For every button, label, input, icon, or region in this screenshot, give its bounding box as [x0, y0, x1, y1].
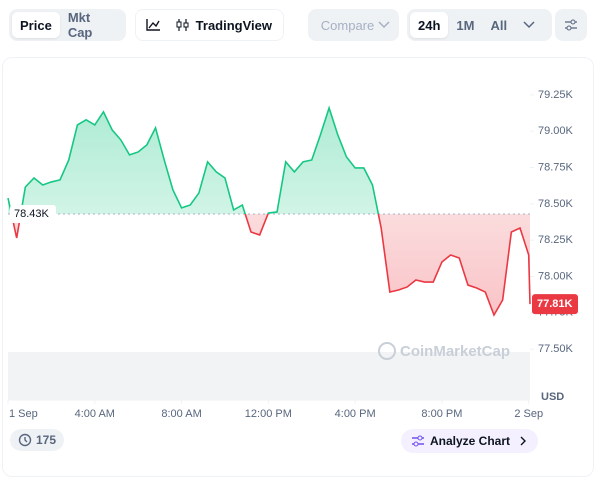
range-more[interactable]: [515, 12, 543, 38]
y-tick-label: 78.25K: [538, 234, 574, 246]
line-chart-button[interactable]: [139, 12, 167, 38]
mkt-cap-tab[interactable]: Mkt Cap: [67, 10, 93, 40]
y-tick-label: 78.50K: [538, 198, 574, 210]
x-tick-label: 1 Sep: [9, 408, 38, 420]
price-line-down: [10, 214, 531, 317]
compare-button[interactable]: Compare: [308, 9, 399, 41]
last-price-label: 77.81K: [537, 298, 573, 310]
tradingview-button[interactable]: TradingView: [167, 12, 280, 38]
y-tick-label: 78.75K: [538, 161, 574, 173]
price-line-up: [7, 105, 380, 215]
last-price-box: [532, 294, 578, 315]
watermark-text: CoinMarketCap: [400, 343, 510, 360]
history-icon: [18, 433, 32, 447]
analyze-icon: [412, 435, 424, 447]
comments-badge[interactable]: 175: [10, 429, 65, 451]
chart: CoinMarketCap 77.50K77.75K78.00K78.25K78…: [7, 89, 578, 420]
area-up: [8, 107, 530, 215]
x-tick-label: 4:00 PM: [335, 408, 376, 420]
x-tick-label: 4:00 AM: [75, 408, 115, 420]
x-tick-label: 8:00 AM: [161, 408, 201, 420]
range-24h[interactable]: 24h: [410, 12, 449, 38]
watermark: CoinMarketCap: [378, 342, 510, 360]
range-all[interactable]: All: [490, 17, 508, 33]
range-1m[interactable]: 1M: [456, 17, 475, 33]
compare-label: Compare: [320, 17, 375, 33]
y-tick-label: 78.00K: [538, 270, 574, 282]
chevron: [378, 21, 390, 29]
x-tick-label: 8:00 PM: [421, 408, 462, 420]
baseline-label-box: [10, 205, 56, 224]
y-tick-label: 79.00K: [538, 125, 574, 137]
volume-band: [8, 352, 530, 400]
area-down: [11, 214, 530, 315]
tradingview-label: TradingView: [195, 17, 272, 33]
settings-icon: [565, 19, 577, 31]
price-tab[interactable]: Price: [12, 12, 60, 38]
chevron: [523, 21, 535, 29]
y-tick-label: 77.50K: [538, 343, 574, 355]
type-switch: Price Mkt Cap: [9, 9, 126, 41]
settings-button[interactable]: [555, 9, 587, 41]
chart-style-switch: TradingView: [135, 9, 284, 41]
y-unit: USD: [541, 391, 564, 403]
x-tick-label: 12:00 PM: [245, 408, 292, 420]
analyze-chart-button[interactable]: Analyze Chart: [401, 429, 539, 453]
y-tick-label: 79.25K: [538, 89, 574, 101]
x-tick-label: 2 Sep: [514, 408, 543, 420]
range-switch: 24h 1M All: [407, 9, 552, 41]
comments-count: 175: [36, 433, 57, 447]
baseline-label: 78.43K: [14, 208, 50, 220]
line-icon: [146, 19, 160, 31]
chevron-right: [520, 436, 527, 446]
candle-icon: [176, 19, 189, 31]
analyze-label: Analyze Chart: [430, 434, 511, 448]
